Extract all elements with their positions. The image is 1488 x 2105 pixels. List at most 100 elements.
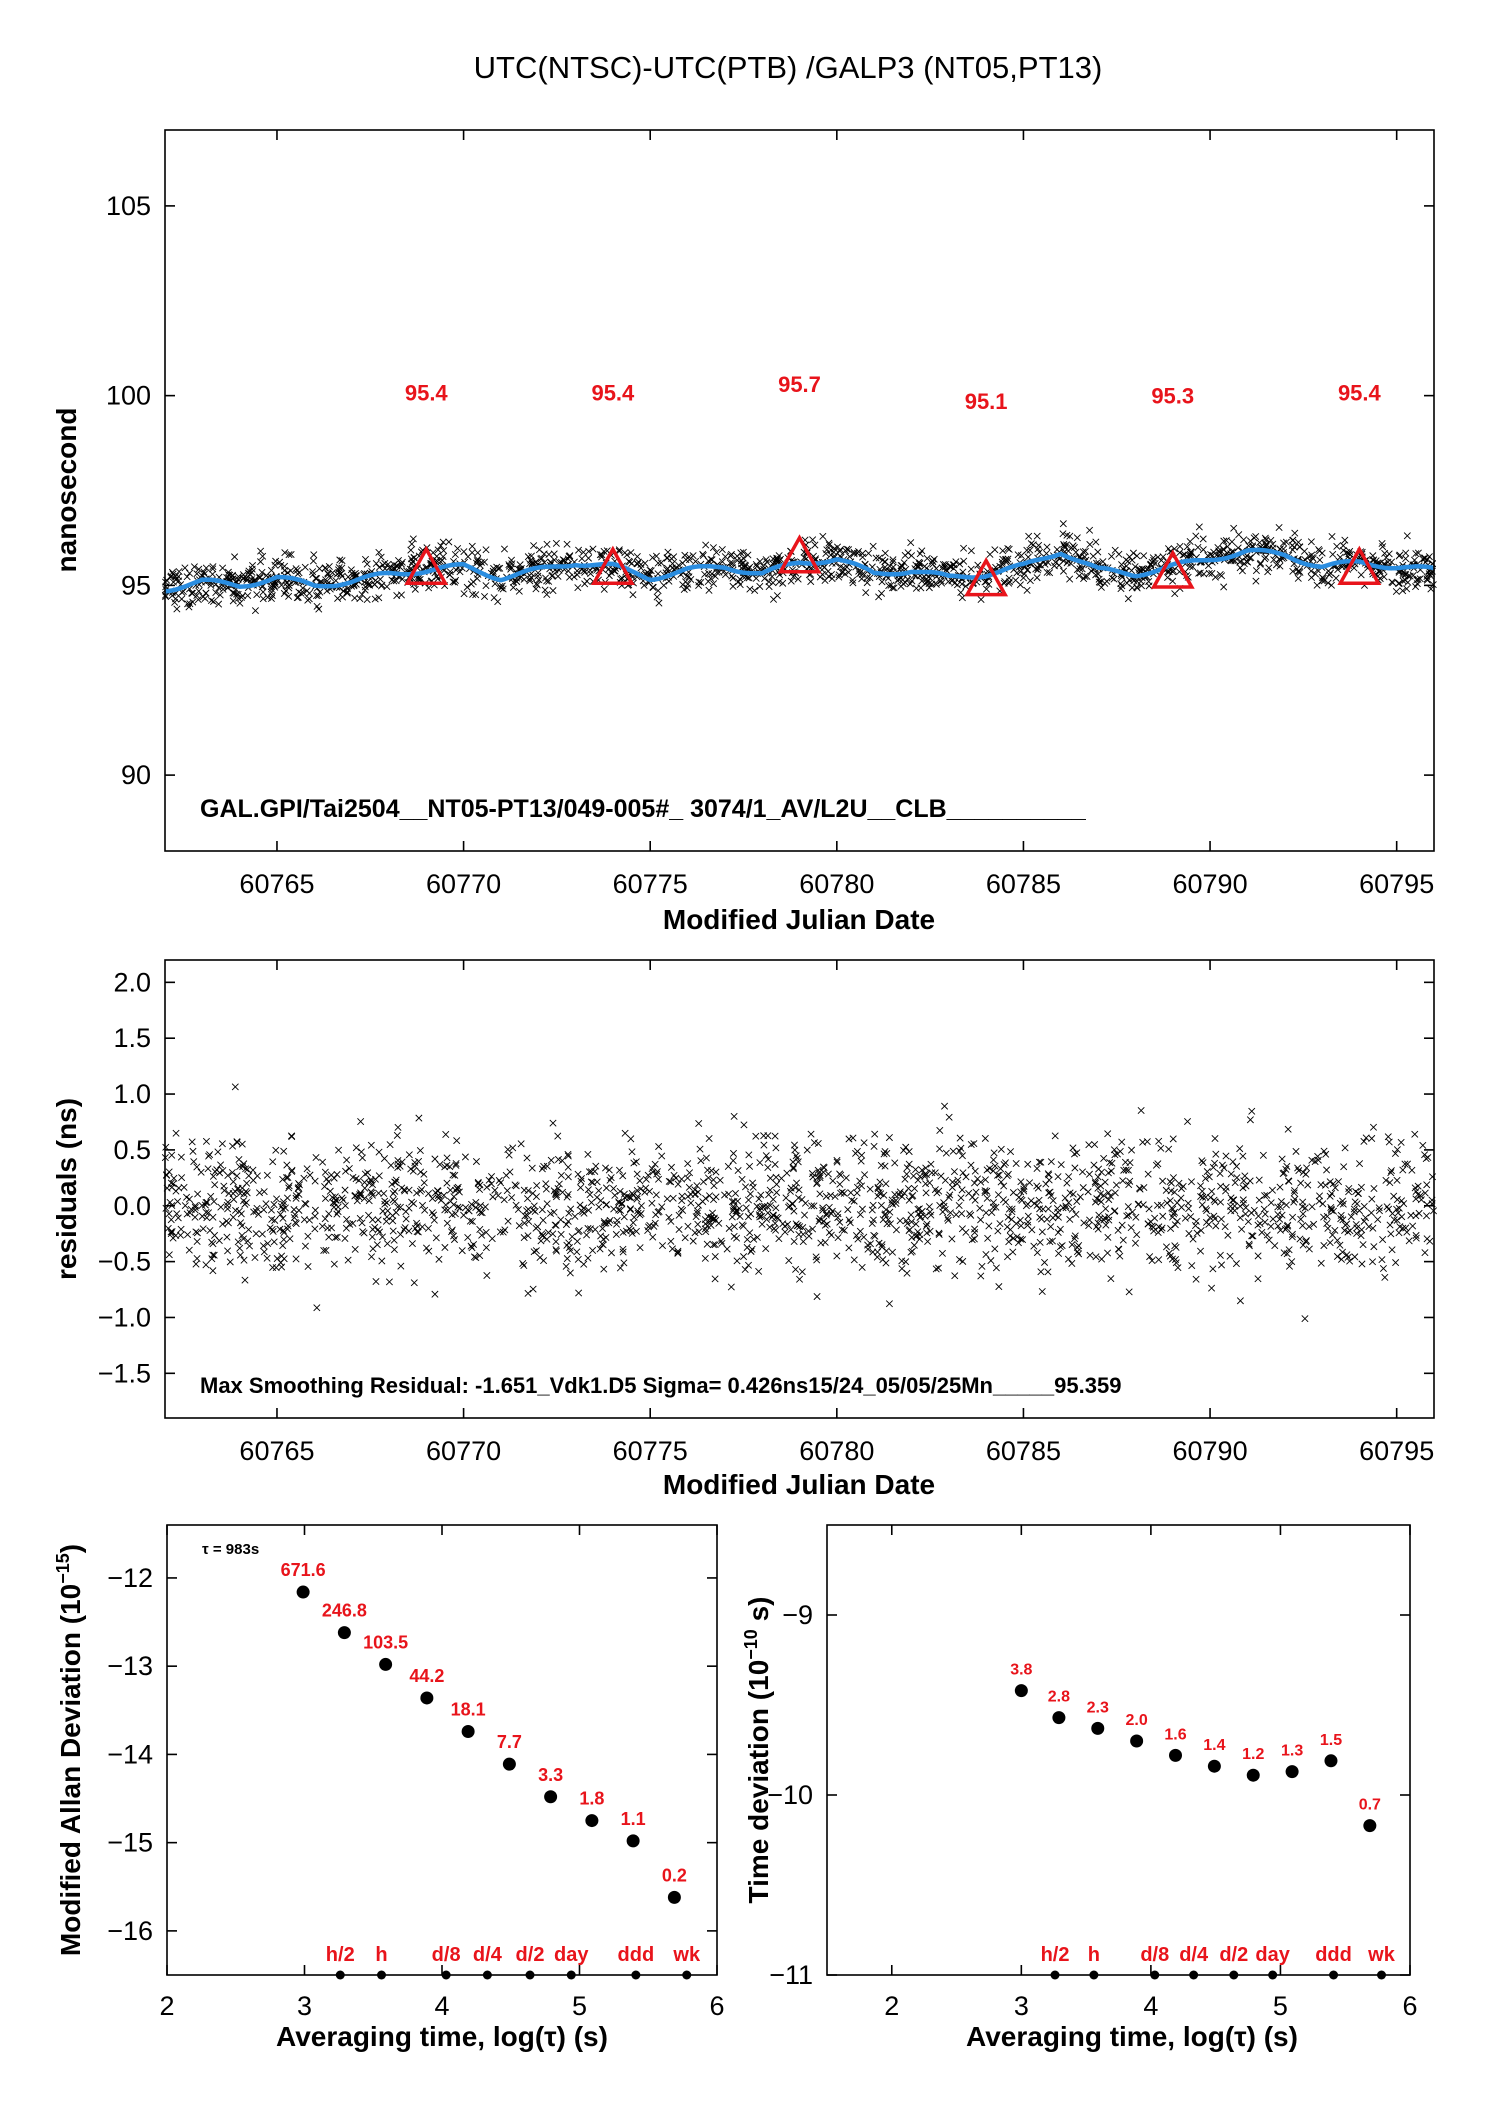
time-series-point [1419, 555, 1427, 563]
residual-point [504, 1146, 512, 1154]
time-series-point [655, 599, 663, 607]
residual-point [291, 1211, 299, 1219]
residual-point [946, 1209, 954, 1217]
time-series-point [169, 570, 177, 578]
residual-point [514, 1206, 522, 1214]
residual-point [792, 1152, 800, 1160]
residual-point [1276, 1183, 1284, 1191]
residual-point [1357, 1183, 1365, 1191]
time-series-point [1276, 555, 1284, 564]
residual-point [642, 1184, 650, 1192]
residual-point [448, 1228, 456, 1236]
residual-point [1132, 1213, 1140, 1221]
triangle-value-label: 95.7 [778, 372, 821, 397]
residual-point [931, 1186, 939, 1194]
residual-point [584, 1254, 592, 1262]
time-series-point [621, 549, 629, 557]
residual-point [1162, 1186, 1170, 1194]
residual-point [1056, 1243, 1064, 1251]
time-series-point [1034, 566, 1042, 574]
residual-point [579, 1208, 587, 1216]
time-series-point [649, 583, 657, 591]
time-series-point [710, 580, 718, 588]
residual-point [180, 1183, 188, 1191]
residual-point [1241, 1210, 1250, 1218]
time-series-point [541, 586, 549, 594]
residual-point [352, 1144, 360, 1152]
residual-point [1085, 1222, 1093, 1230]
residual-point [891, 1159, 899, 1167]
time-series-point [1289, 536, 1297, 544]
residual-point [1038, 1228, 1046, 1236]
time-series-point [1130, 577, 1138, 585]
time-series-point [313, 575, 321, 583]
residual-point [235, 1207, 243, 1215]
residual-point [691, 1190, 699, 1198]
residual-point [1191, 1222, 1200, 1230]
residual-point [183, 1193, 191, 1201]
residual-point [730, 1203, 738, 1211]
time-series-point [1122, 562, 1130, 570]
residual-point [1119, 1177, 1127, 1185]
time-series-point [1149, 554, 1157, 562]
residual-point [226, 1258, 234, 1266]
time-series-point [543, 540, 551, 548]
residual-point [1390, 1216, 1398, 1224]
time-series-point [386, 563, 394, 571]
tdev-frame [826, 1524, 1411, 1976]
residual-point [331, 1233, 339, 1241]
time-series-point [356, 595, 364, 603]
residual-point [836, 1180, 844, 1188]
residual-point [816, 1190, 824, 1198]
time-series-point [889, 556, 897, 564]
residual-point [1323, 1219, 1331, 1228]
residual-point [992, 1264, 1000, 1272]
residual-point [519, 1260, 527, 1268]
residual-point [936, 1126, 944, 1134]
time-series-point [866, 574, 874, 582]
residual-point [615, 1166, 624, 1174]
residual-point [651, 1219, 659, 1227]
residual-point [781, 1222, 789, 1230]
residual-point [1036, 1238, 1044, 1246]
time-series-point [554, 572, 562, 580]
residual-point [487, 1180, 495, 1188]
interval-marker-label: day [554, 1944, 589, 1966]
residual-point [958, 1152, 966, 1160]
residual-point [630, 1159, 638, 1167]
residual-point [1203, 1168, 1211, 1176]
residual-point [311, 1225, 319, 1233]
residual-point [744, 1196, 753, 1204]
time-series-point [928, 580, 936, 588]
time-series-point [1204, 562, 1212, 570]
y-tick-label: −0.5 [98, 1247, 151, 1277]
residual-point [1037, 1215, 1046, 1223]
residual-point [740, 1121, 748, 1129]
residual-point [1319, 1200, 1327, 1208]
residual-point [550, 1208, 558, 1216]
time-series-point [626, 558, 634, 566]
time-series-point [1073, 534, 1081, 542]
residual-point [313, 1304, 321, 1312]
residual-point [1341, 1226, 1349, 1235]
time-series-point [728, 572, 736, 580]
residual-point [1095, 1165, 1103, 1173]
residual-point [945, 1113, 953, 1121]
residual-point [189, 1147, 197, 1155]
residual-point [1073, 1244, 1081, 1252]
residual-point [771, 1132, 779, 1140]
interval-marker-label: h [1088, 1944, 1100, 1966]
residual-point [562, 1262, 570, 1270]
residual-point [807, 1130, 815, 1138]
residual-point [262, 1200, 270, 1208]
residual-point [453, 1137, 461, 1145]
time-series-point [445, 538, 453, 546]
residual-point [904, 1185, 912, 1193]
residual-point [866, 1240, 874, 1248]
time-series-point [637, 561, 645, 569]
time-series-point [654, 559, 662, 567]
time-series-point [190, 563, 198, 571]
tdev-ylabel-main: Time deviation (10 [743, 1660, 774, 1904]
residual-point [285, 1184, 293, 1192]
residual-point [587, 1199, 595, 1207]
